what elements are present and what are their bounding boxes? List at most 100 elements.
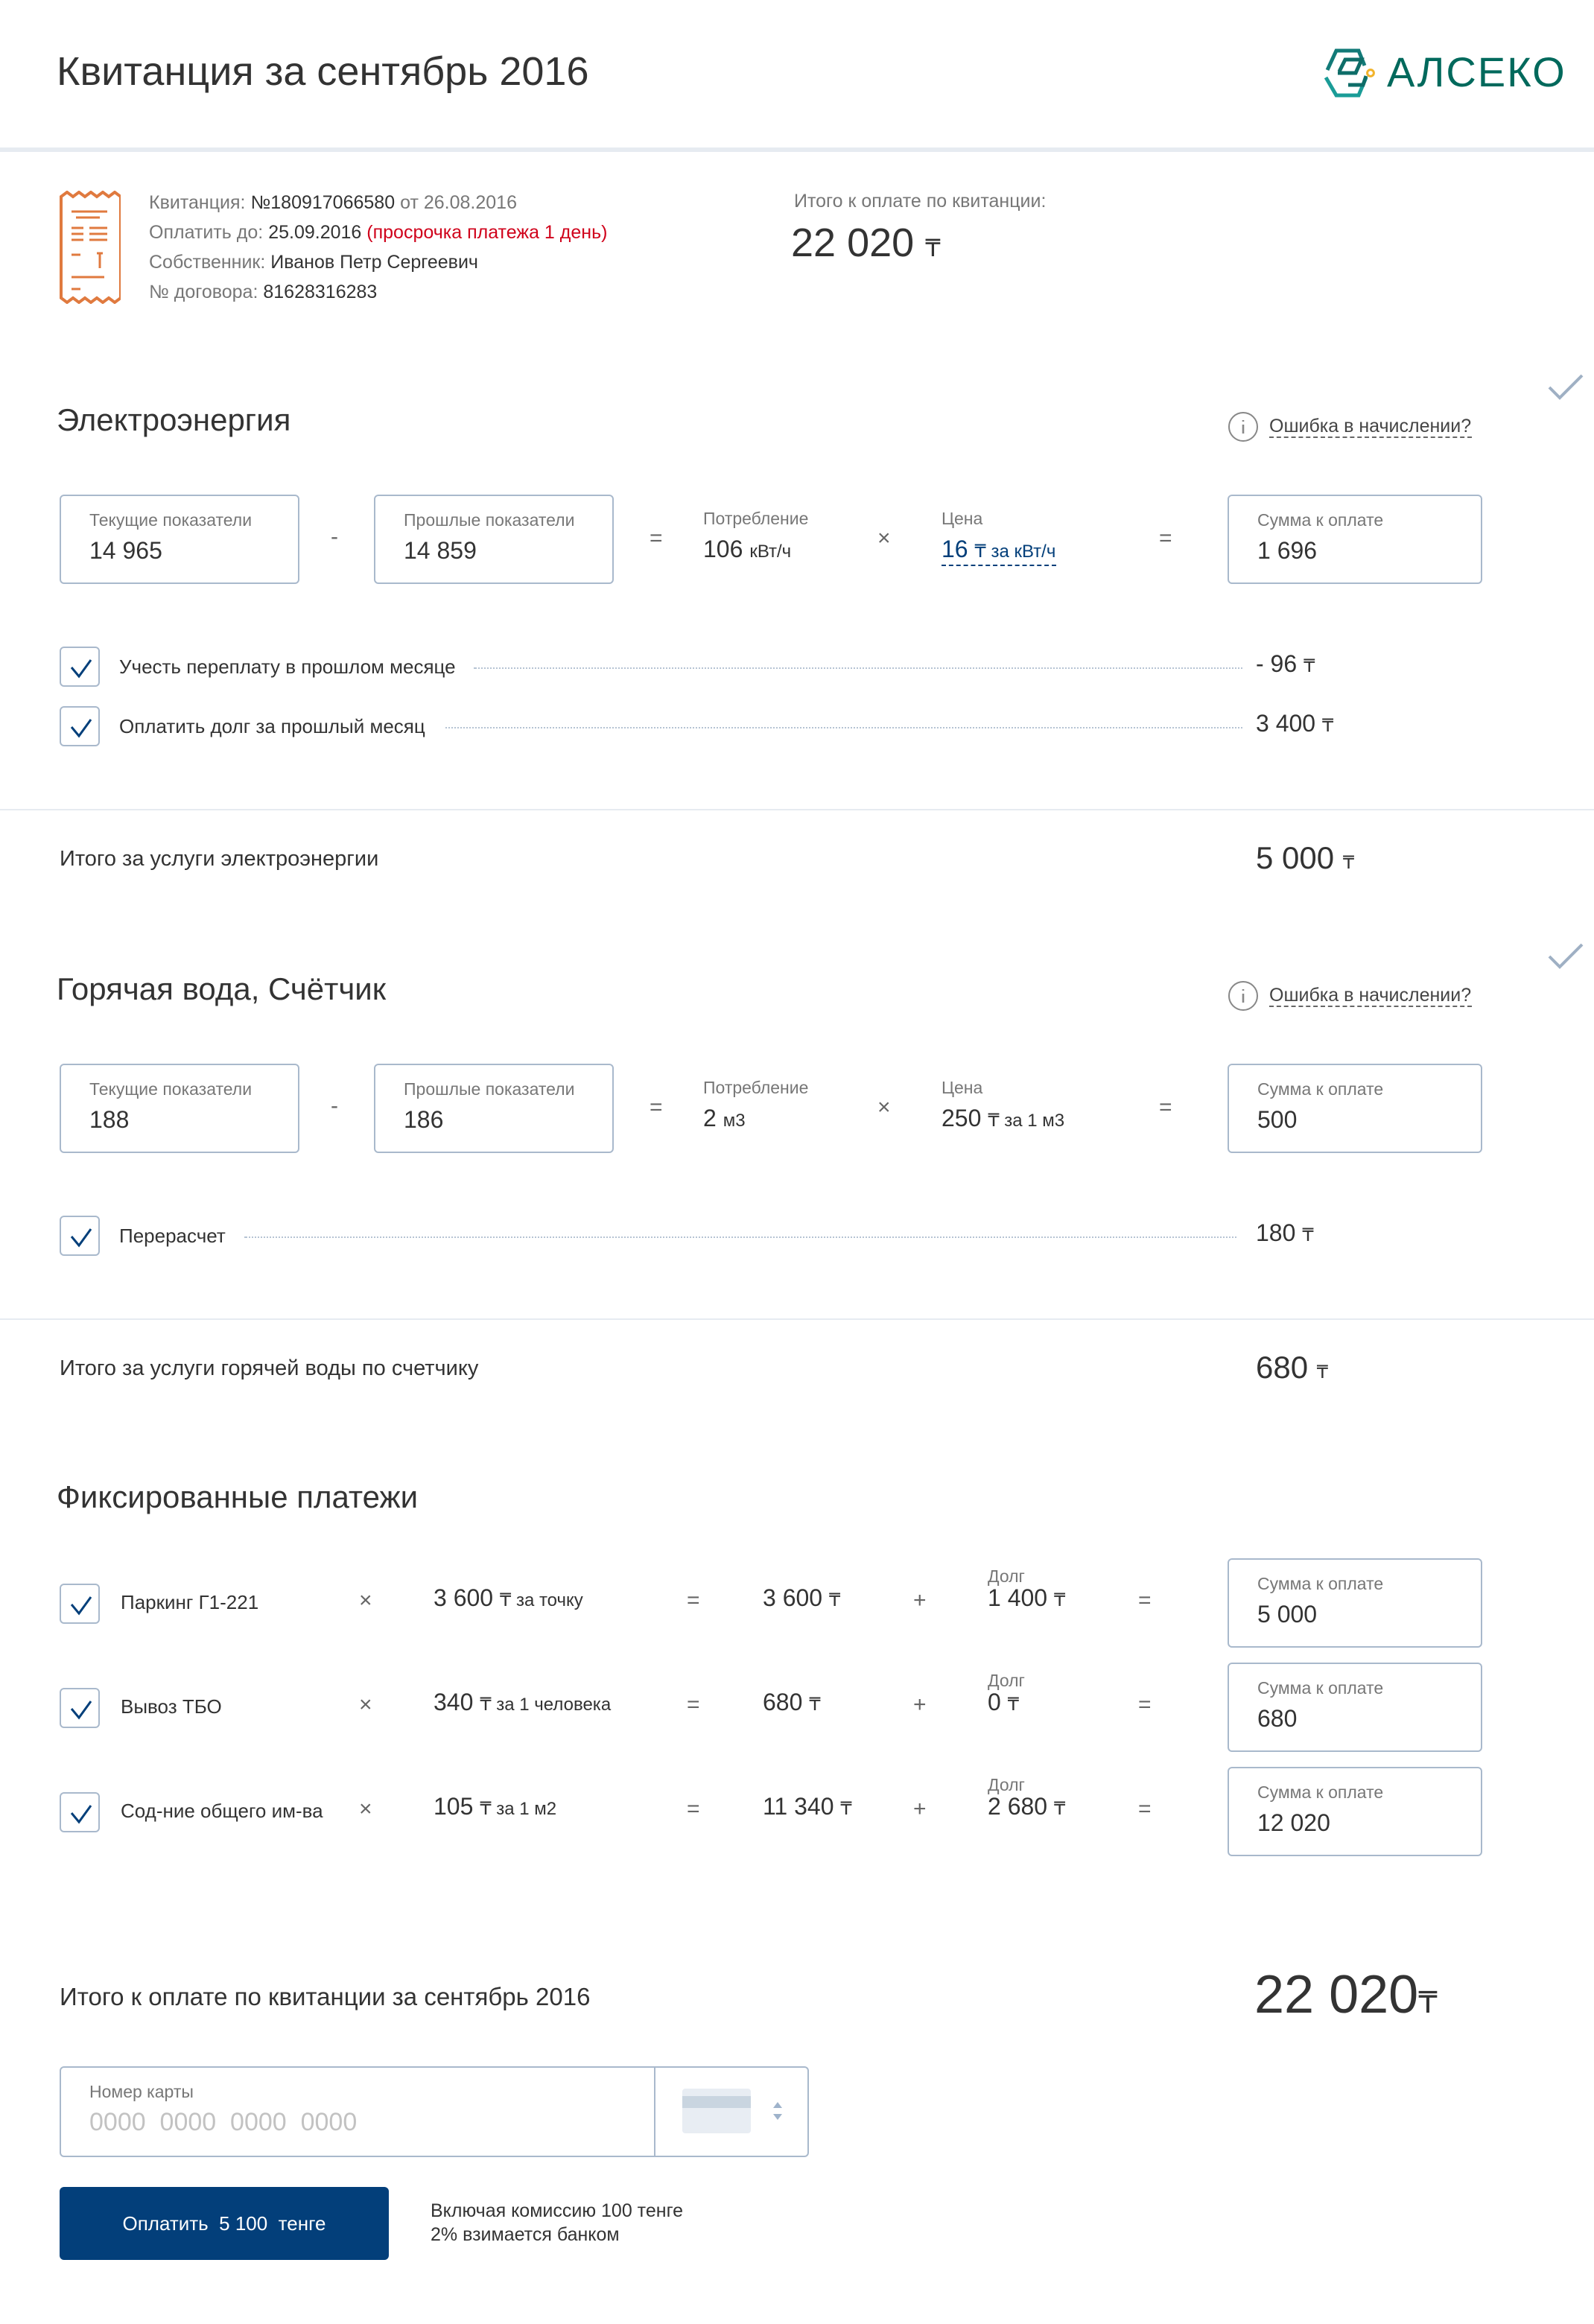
dotted-leader [244, 1236, 1236, 1238]
adjustment-label: Учесть переплату в прошлом месяце [119, 655, 456, 678]
fixed-payment-subtotal: 3 600 ₸ [763, 1587, 841, 1612]
card-number-label: Номер карты [89, 2084, 194, 2102]
fixed-payment-name: Паркинг Г1-221 [121, 1591, 259, 1613]
section-done-check-icon [1548, 943, 1584, 969]
fixed-payment-checkbox[interactable] [60, 1688, 100, 1728]
debt-label: Долг [988, 1777, 1025, 1795]
pay-button[interactable]: Оплатить 5 100 тенге [60, 2187, 389, 2260]
overpayment-checkbox[interactable] [60, 647, 100, 687]
previous-reading-field[interactable]: Прошлые показатели 14 859 [374, 495, 614, 584]
receipt-total-label: Итого к оплате по квитанции: [794, 191, 1047, 212]
times-operator: × [359, 1692, 372, 1718]
sum-field: Сумма к оплате 12 020 [1228, 1767, 1482, 1856]
card-icon [682, 2089, 751, 2133]
fixed-payment-checkbox[interactable] [60, 1792, 100, 1832]
divider [0, 1318, 1594, 1320]
current-reading-field[interactable]: Текущие показатели 188 [60, 1064, 299, 1153]
adjustment-value: 180 ₸ [1256, 1222, 1314, 1247]
times-operator: × [877, 1095, 891, 1120]
dotted-leader [445, 727, 1242, 728]
fixed-payment-price: 105 ₸ за 1 м2 [434, 1795, 557, 1820]
card-type-select[interactable] [655, 2068, 807, 2156]
fixed-payment-subtotal: 680 ₸ [763, 1691, 821, 1716]
price: Цена 16 ₸ за кВт/ч [942, 511, 1056, 566]
sum-field: Сумма к оплате 680 [1228, 1663, 1482, 1752]
equals-operator: = [1138, 1797, 1152, 1822]
minus-operator: - [331, 1093, 338, 1119]
equals-operator: = [650, 1095, 663, 1120]
section-total-label: Итого за услуги горячей воды по счетчику [60, 1357, 479, 1381]
fixed-payment-debt: 0 ₸ [988, 1691, 1019, 1716]
equals-operator: = [1159, 526, 1172, 551]
plus-operator: + [913, 1588, 927, 1613]
owner-name: Иванов Петр Сергеевич [270, 252, 478, 273]
price: Цена 250 ₸ за 1 м3 [942, 1080, 1065, 1132]
fixed-payment-name: Вывоз ТБО [121, 1695, 222, 1718]
sum-field: Сумма к оплате 5 000 [1228, 1558, 1482, 1648]
debt-label: Долг [988, 1673, 1025, 1691]
fixed-payment-name: Сод-ние общего им-ва [121, 1800, 323, 1822]
fixed-payment-debt: 1 400 ₸ [988, 1587, 1066, 1612]
times-operator: × [877, 526, 891, 551]
card-number-placeholder[interactable]: 0000 0000 0000 0000 [89, 2108, 358, 2136]
contract-number: 81628316283 [263, 282, 378, 302]
debt-checkbox[interactable] [60, 706, 100, 746]
equals-operator: = [1138, 1692, 1152, 1718]
select-arrows-icon [773, 2102, 782, 2120]
adjustment-label: Оплатить долг за прошлый месяц [119, 715, 425, 737]
error-report-link-hot-water[interactable]: Ошибка в начислении? [1228, 980, 1472, 1012]
current-reading-field[interactable]: Текущие показатели 14 965 [60, 495, 299, 584]
commission-note: Включая комиссию 100 тенге 2% взимается б… [431, 2200, 684, 2245]
section-done-check-icon [1548, 374, 1584, 400]
grand-total-label: Итого к оплате по квитанции за сентябрь … [60, 1984, 591, 2011]
adjustment-label: Перерасчет [119, 1225, 226, 1247]
section-title-electricity: Электроэнергия [57, 404, 291, 438]
section-total-value: 5 000 ₸ [1256, 842, 1355, 876]
fixed-payment-checkbox[interactable] [60, 1584, 100, 1624]
alseko-logo: АЛСЕКО [1323, 48, 1566, 98]
logo-text: АЛСЕКО [1387, 49, 1566, 95]
divider [0, 809, 1594, 810]
plus-operator: + [913, 1692, 927, 1718]
recalculation-checkbox[interactable] [60, 1216, 100, 1256]
page-title: Квитанция за сентябрь 2016 [57, 49, 589, 94]
fixed-payment-price: 3 600 ₸ за точку [434, 1587, 583, 1612]
section-title-hot-water: Горячая вода, Счётчик [57, 973, 387, 1007]
sum-field: Сумма к оплате 1 696 [1228, 495, 1482, 584]
receipt-total: 22 020 ₸ [791, 220, 941, 265]
consumption: Потребление 2 м3 [703, 1080, 809, 1132]
header-divider [0, 147, 1594, 152]
section-total-value: 680 ₸ [1256, 1351, 1329, 1385]
info-icon [1228, 412, 1258, 442]
info-icon [1228, 981, 1258, 1011]
adjustment-value: - 96 ₸ [1256, 653, 1315, 678]
overdue-badge: (просрочка платежа 1 день) [366, 222, 608, 243]
equals-operator: = [687, 1797, 700, 1822]
previous-reading-field[interactable]: Прошлые показатели 186 [374, 1064, 614, 1153]
equals-operator: = [687, 1692, 700, 1718]
equals-operator: = [1159, 1095, 1172, 1120]
minus-operator: - [331, 524, 338, 550]
grand-total-value: 22 020₸ [1254, 1963, 1438, 2025]
price-link[interactable]: 16 ₸ за кВт/ч [942, 538, 1056, 566]
fixed-payment-price: 340 ₸ за 1 человека [434, 1691, 612, 1716]
fixed-payment-subtotal: 11 340 ₸ [763, 1795, 852, 1820]
section-total-label: Итого за услуги электроэнергии [60, 848, 379, 872]
adjustment-value: 3 400 ₸ [1256, 712, 1334, 737]
debt-label: Долг [988, 1569, 1025, 1587]
times-operator: × [359, 1588, 372, 1613]
plus-operator: + [913, 1797, 927, 1822]
card-input-group: Номер карты 0000 0000 0000 0000 [60, 2066, 809, 2157]
consumption: Потребление 106 кВт/ч [703, 511, 809, 563]
equals-operator: = [1138, 1588, 1152, 1613]
logo-icon [1324, 48, 1375, 98]
receipt-details: Квитанция: №180917066580 от 26.08.2016 О… [149, 192, 608, 302]
equals-operator: = [687, 1588, 700, 1613]
fixed-payment-debt: 2 680 ₸ [988, 1795, 1066, 1820]
sum-field: Сумма к оплате 500 [1228, 1064, 1482, 1153]
card-number-field[interactable]: Номер карты 0000 0000 0000 0000 [61, 2068, 655, 2156]
times-operator: × [359, 1797, 372, 1822]
error-report-link-electricity[interactable]: Ошибка в начислении? [1228, 411, 1472, 442]
due-date: 25.09.2016 [268, 222, 362, 243]
dotted-leader [474, 667, 1242, 669]
